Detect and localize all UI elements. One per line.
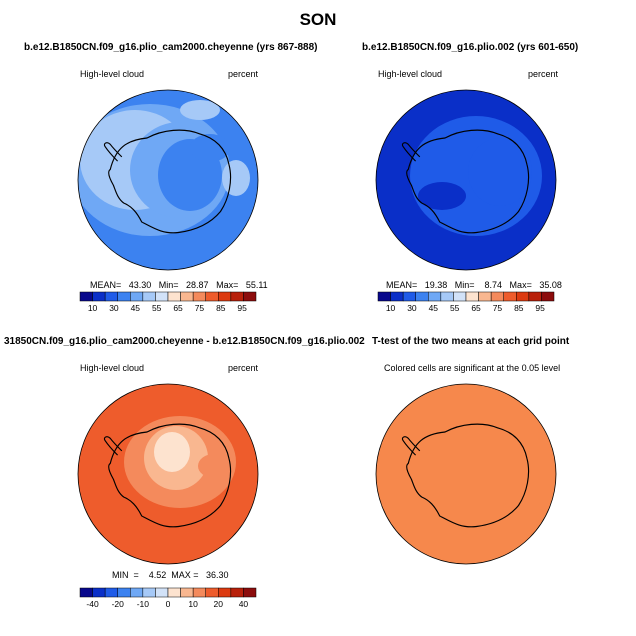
colorbar-cell xyxy=(218,587,232,598)
page-title: SON xyxy=(299,10,337,29)
colorbar-tick-label: 30 xyxy=(407,303,417,313)
colorbar-cell xyxy=(104,587,118,598)
colorbar-tick-label: 55 xyxy=(152,303,162,313)
colorbar-cell xyxy=(192,587,206,598)
colorbar-cell xyxy=(516,291,530,302)
colorbar-cell xyxy=(180,291,194,302)
colorbar-tick-label: 65 xyxy=(173,303,183,313)
panel-3-colorbar: -40 -20 -10 0 10 20 40 xyxy=(79,587,257,609)
colorbar-tick-label: 20 xyxy=(214,599,224,609)
colorbar-cell xyxy=(142,291,156,302)
panel-1-map xyxy=(78,90,258,270)
panel-2-colorbar: 10 30 45 55 65 75 85 95 xyxy=(377,291,555,313)
colorbar-tick-label: -40 xyxy=(86,599,99,609)
panel-1-variable-label: High-level cloud xyxy=(80,69,145,79)
colorbar-tick-label: 55 xyxy=(450,303,460,313)
colorbar-tick-label: 95 xyxy=(237,303,247,313)
colorbar-cell xyxy=(440,291,454,302)
colorbar-cell xyxy=(130,291,144,302)
panel-2-title: b.e12.B1850CN.f09_g16.plio.002 (yrs 601-… xyxy=(362,42,579,53)
colorbar-tick-label: 45 xyxy=(131,303,141,313)
colorbar-tick-label: 0 xyxy=(166,599,171,609)
colorbar-cell xyxy=(402,291,416,302)
colorbar-tick-label: 95 xyxy=(535,303,545,313)
colorbar-tick-label: -10 xyxy=(137,599,150,609)
colorbar-cell xyxy=(117,587,131,598)
panel-3-stats: MIN = 4.52 MAX = 36.30 xyxy=(112,570,229,580)
colorbar-tick-label: 45 xyxy=(429,303,439,313)
panel-2-units-label: percent xyxy=(528,69,559,79)
colorbar-cell xyxy=(230,291,244,302)
colorbar-cell xyxy=(192,291,206,302)
colorbar-tick-label: 10 xyxy=(188,599,198,609)
panel-2-map xyxy=(376,90,556,270)
colorbar-tick-label: 10 xyxy=(386,303,396,313)
panel-3-units-label: percent xyxy=(228,363,259,373)
colorbar-cell xyxy=(92,587,106,598)
colorbar-cell xyxy=(428,291,442,302)
colorbar-cell xyxy=(92,291,106,302)
colorbar-tick-label: 85 xyxy=(216,303,226,313)
colorbar-tick-label: 30 xyxy=(109,303,119,313)
colorbar-tick-label: -20 xyxy=(112,599,125,609)
colorbar-cell xyxy=(478,291,492,302)
colorbar-tick-label: 65 xyxy=(471,303,481,313)
colorbar-cell xyxy=(415,291,429,302)
panel-3-title: 31850CN.f09_g16.plio_cam2000.cheyenne - … xyxy=(4,336,365,347)
colorbar-cell xyxy=(205,291,219,302)
colorbar-cell xyxy=(377,291,391,302)
panel-2-stats: MEAN= 19.38 Min= 8.74 Max= 35.08 xyxy=(386,280,562,290)
colorbar-cell xyxy=(528,291,542,302)
colorbar-tick-label: 75 xyxy=(195,303,205,313)
panel-3-map xyxy=(78,384,258,564)
colorbar-cell xyxy=(79,291,93,302)
panel-1-stats: MEAN= 43.30 Min= 28.87 Max= 55.11 xyxy=(90,280,268,290)
colorbar-tick-label: 10 xyxy=(88,303,98,313)
panel-4-title: T-test of the two means at each grid poi… xyxy=(372,336,570,347)
panel-3-variable-label: High-level cloud xyxy=(80,363,145,373)
panel-1-colorbar: 10 30 45 55 65 75 85 95 xyxy=(79,291,257,313)
colorbar-cell xyxy=(205,587,219,598)
colorbar-cell xyxy=(117,291,131,302)
colorbar-cell xyxy=(490,291,504,302)
colorbar-cell xyxy=(79,587,93,598)
colorbar-cell xyxy=(167,587,181,598)
panel-4-annotation: Colored cells are significant at the 0.0… xyxy=(384,363,561,373)
colorbar-cell xyxy=(453,291,467,302)
colorbar-cell xyxy=(142,587,156,598)
colorbar-cell xyxy=(243,291,257,302)
colorbar-cell xyxy=(503,291,517,302)
panel-1-title: b.e12.B1850CN.f09_g16.plio_cam2000.cheye… xyxy=(24,42,318,53)
colorbar-tick-label: 75 xyxy=(493,303,503,313)
colorbar-cell xyxy=(541,291,555,302)
colorbar-cell xyxy=(155,587,169,598)
colorbar-cell xyxy=(390,291,404,302)
colorbar-tick-label: 85 xyxy=(514,303,524,313)
colorbar-cell xyxy=(218,291,232,302)
colorbar-tick-label: 40 xyxy=(239,599,249,609)
colorbar-cell xyxy=(230,587,244,598)
colorbar-cell xyxy=(243,587,257,598)
colorbar-cell xyxy=(155,291,169,302)
panel-2-variable-label: High-level cloud xyxy=(378,69,443,79)
colorbar-cell xyxy=(465,291,479,302)
colorbar-cell xyxy=(104,291,118,302)
colorbar-cell xyxy=(180,587,194,598)
colorbar-cell xyxy=(130,587,144,598)
colorbar-cell xyxy=(167,291,181,302)
panel-1-units-label: percent xyxy=(228,69,259,79)
panel-4-map xyxy=(376,384,556,564)
